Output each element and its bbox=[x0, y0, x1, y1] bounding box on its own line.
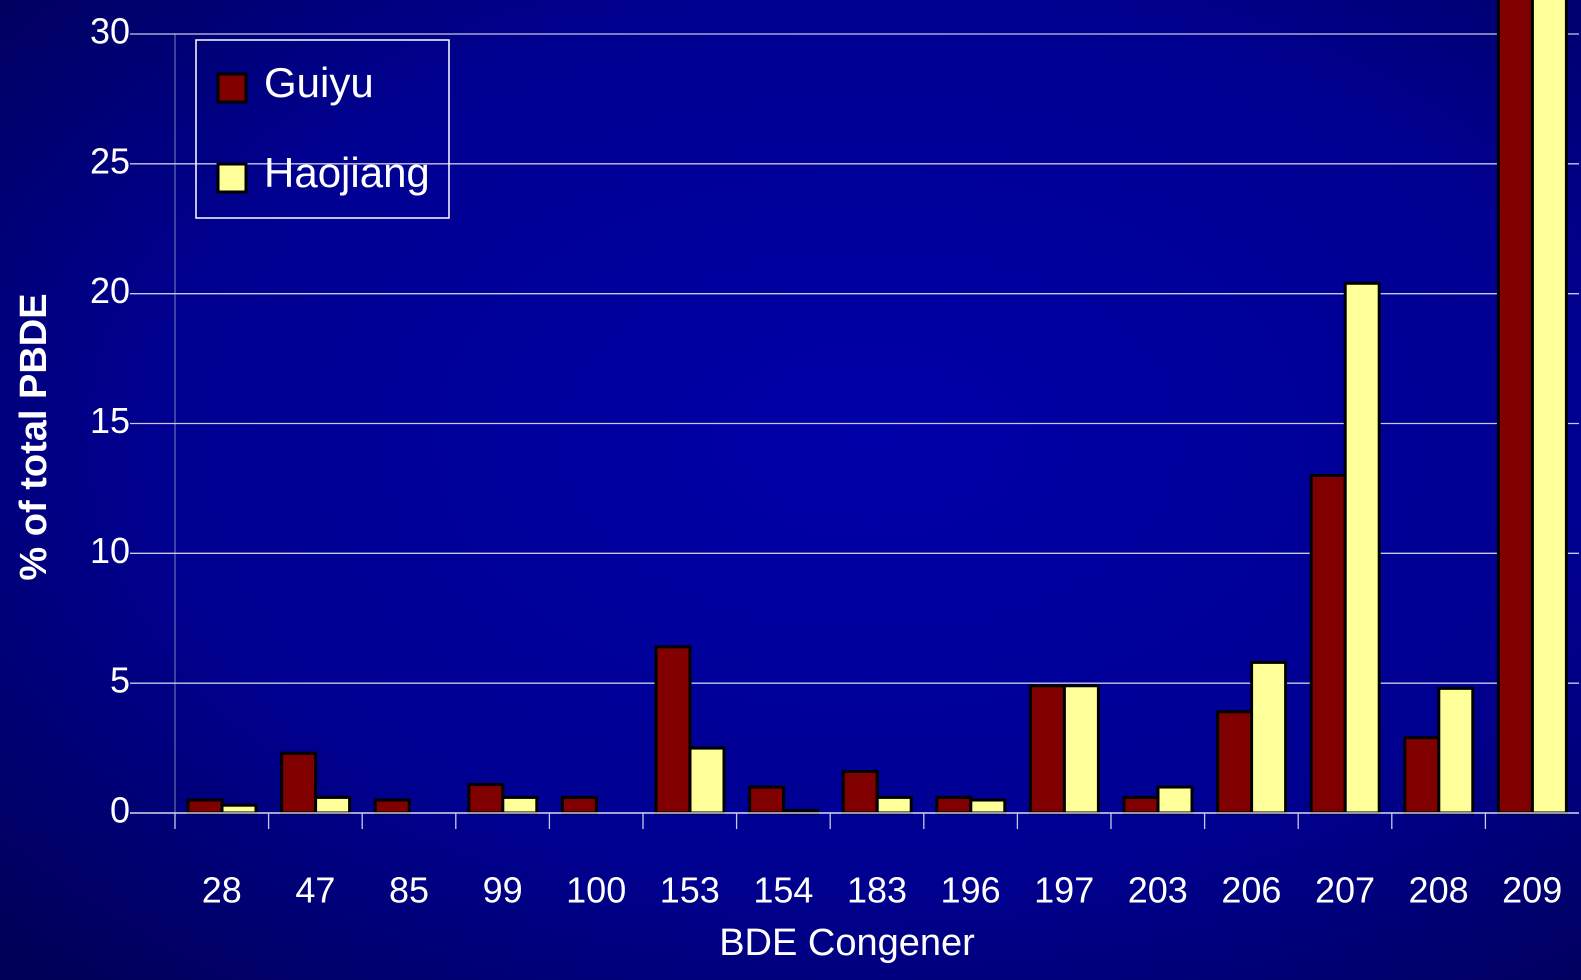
x-axis-title: BDE Congener bbox=[719, 922, 975, 964]
bar bbox=[1403, 736, 1441, 815]
bar bbox=[1496, 0, 1534, 815]
bar bbox=[1437, 686, 1475, 815]
bar bbox=[1028, 684, 1066, 815]
bar bbox=[1216, 710, 1254, 815]
bar bbox=[220, 803, 258, 815]
x-tick-label: 47 bbox=[295, 870, 335, 911]
x-tick-label: 197 bbox=[1034, 870, 1094, 911]
bar bbox=[841, 769, 879, 815]
x-tick-label: 183 bbox=[847, 870, 907, 911]
bar bbox=[1530, 0, 1568, 815]
bar bbox=[467, 782, 505, 815]
x-tick-label: 100 bbox=[566, 870, 626, 911]
y-tick-label: 30 bbox=[90, 11, 130, 52]
x-tick-label: 208 bbox=[1409, 870, 1469, 911]
bar bbox=[1250, 660, 1288, 815]
x-tick-label: 196 bbox=[941, 870, 1001, 911]
x-tick-label: 28 bbox=[202, 870, 242, 911]
bar bbox=[875, 795, 913, 815]
y-tick-label: 5 bbox=[110, 660, 130, 701]
legend-label: Guiyu bbox=[264, 59, 374, 106]
y-tick-label: 25 bbox=[90, 140, 130, 181]
bar bbox=[1309, 473, 1347, 815]
bar bbox=[1343, 281, 1381, 815]
bar bbox=[501, 795, 539, 815]
x-tick-label: 153 bbox=[660, 870, 720, 911]
bar bbox=[748, 785, 786, 815]
bar bbox=[1156, 785, 1194, 815]
y-tick-label: 10 bbox=[90, 530, 130, 571]
bar bbox=[373, 798, 411, 815]
bar bbox=[314, 795, 352, 815]
bar bbox=[654, 645, 692, 815]
x-tick-label: 203 bbox=[1128, 870, 1188, 911]
bar bbox=[1122, 795, 1160, 815]
y-axis-title: % of total PBDE bbox=[13, 293, 55, 580]
x-tick-label: 85 bbox=[389, 870, 429, 911]
x-tick-label: 207 bbox=[1315, 870, 1375, 911]
y-tick-label: 20 bbox=[90, 270, 130, 311]
x-tick-label: 99 bbox=[483, 870, 523, 911]
x-tick-label: 206 bbox=[1221, 870, 1281, 911]
legend-swatch bbox=[216, 72, 248, 104]
bar bbox=[935, 795, 973, 815]
y-tick-label: 15 bbox=[90, 400, 130, 441]
bar bbox=[280, 751, 318, 815]
legend: Guiyu Haojiang bbox=[195, 39, 450, 219]
y-tick-label: 0 bbox=[110, 790, 130, 831]
bar bbox=[969, 798, 1007, 815]
legend-label: Haojiang bbox=[264, 149, 430, 196]
bar bbox=[186, 798, 224, 815]
legend-box bbox=[195, 39, 450, 219]
x-tick-label: 154 bbox=[753, 870, 813, 911]
bar bbox=[688, 746, 726, 815]
x-tick-label: 209 bbox=[1502, 870, 1562, 911]
legend-swatch bbox=[216, 162, 248, 194]
bar bbox=[560, 795, 598, 815]
bar bbox=[1062, 684, 1100, 815]
